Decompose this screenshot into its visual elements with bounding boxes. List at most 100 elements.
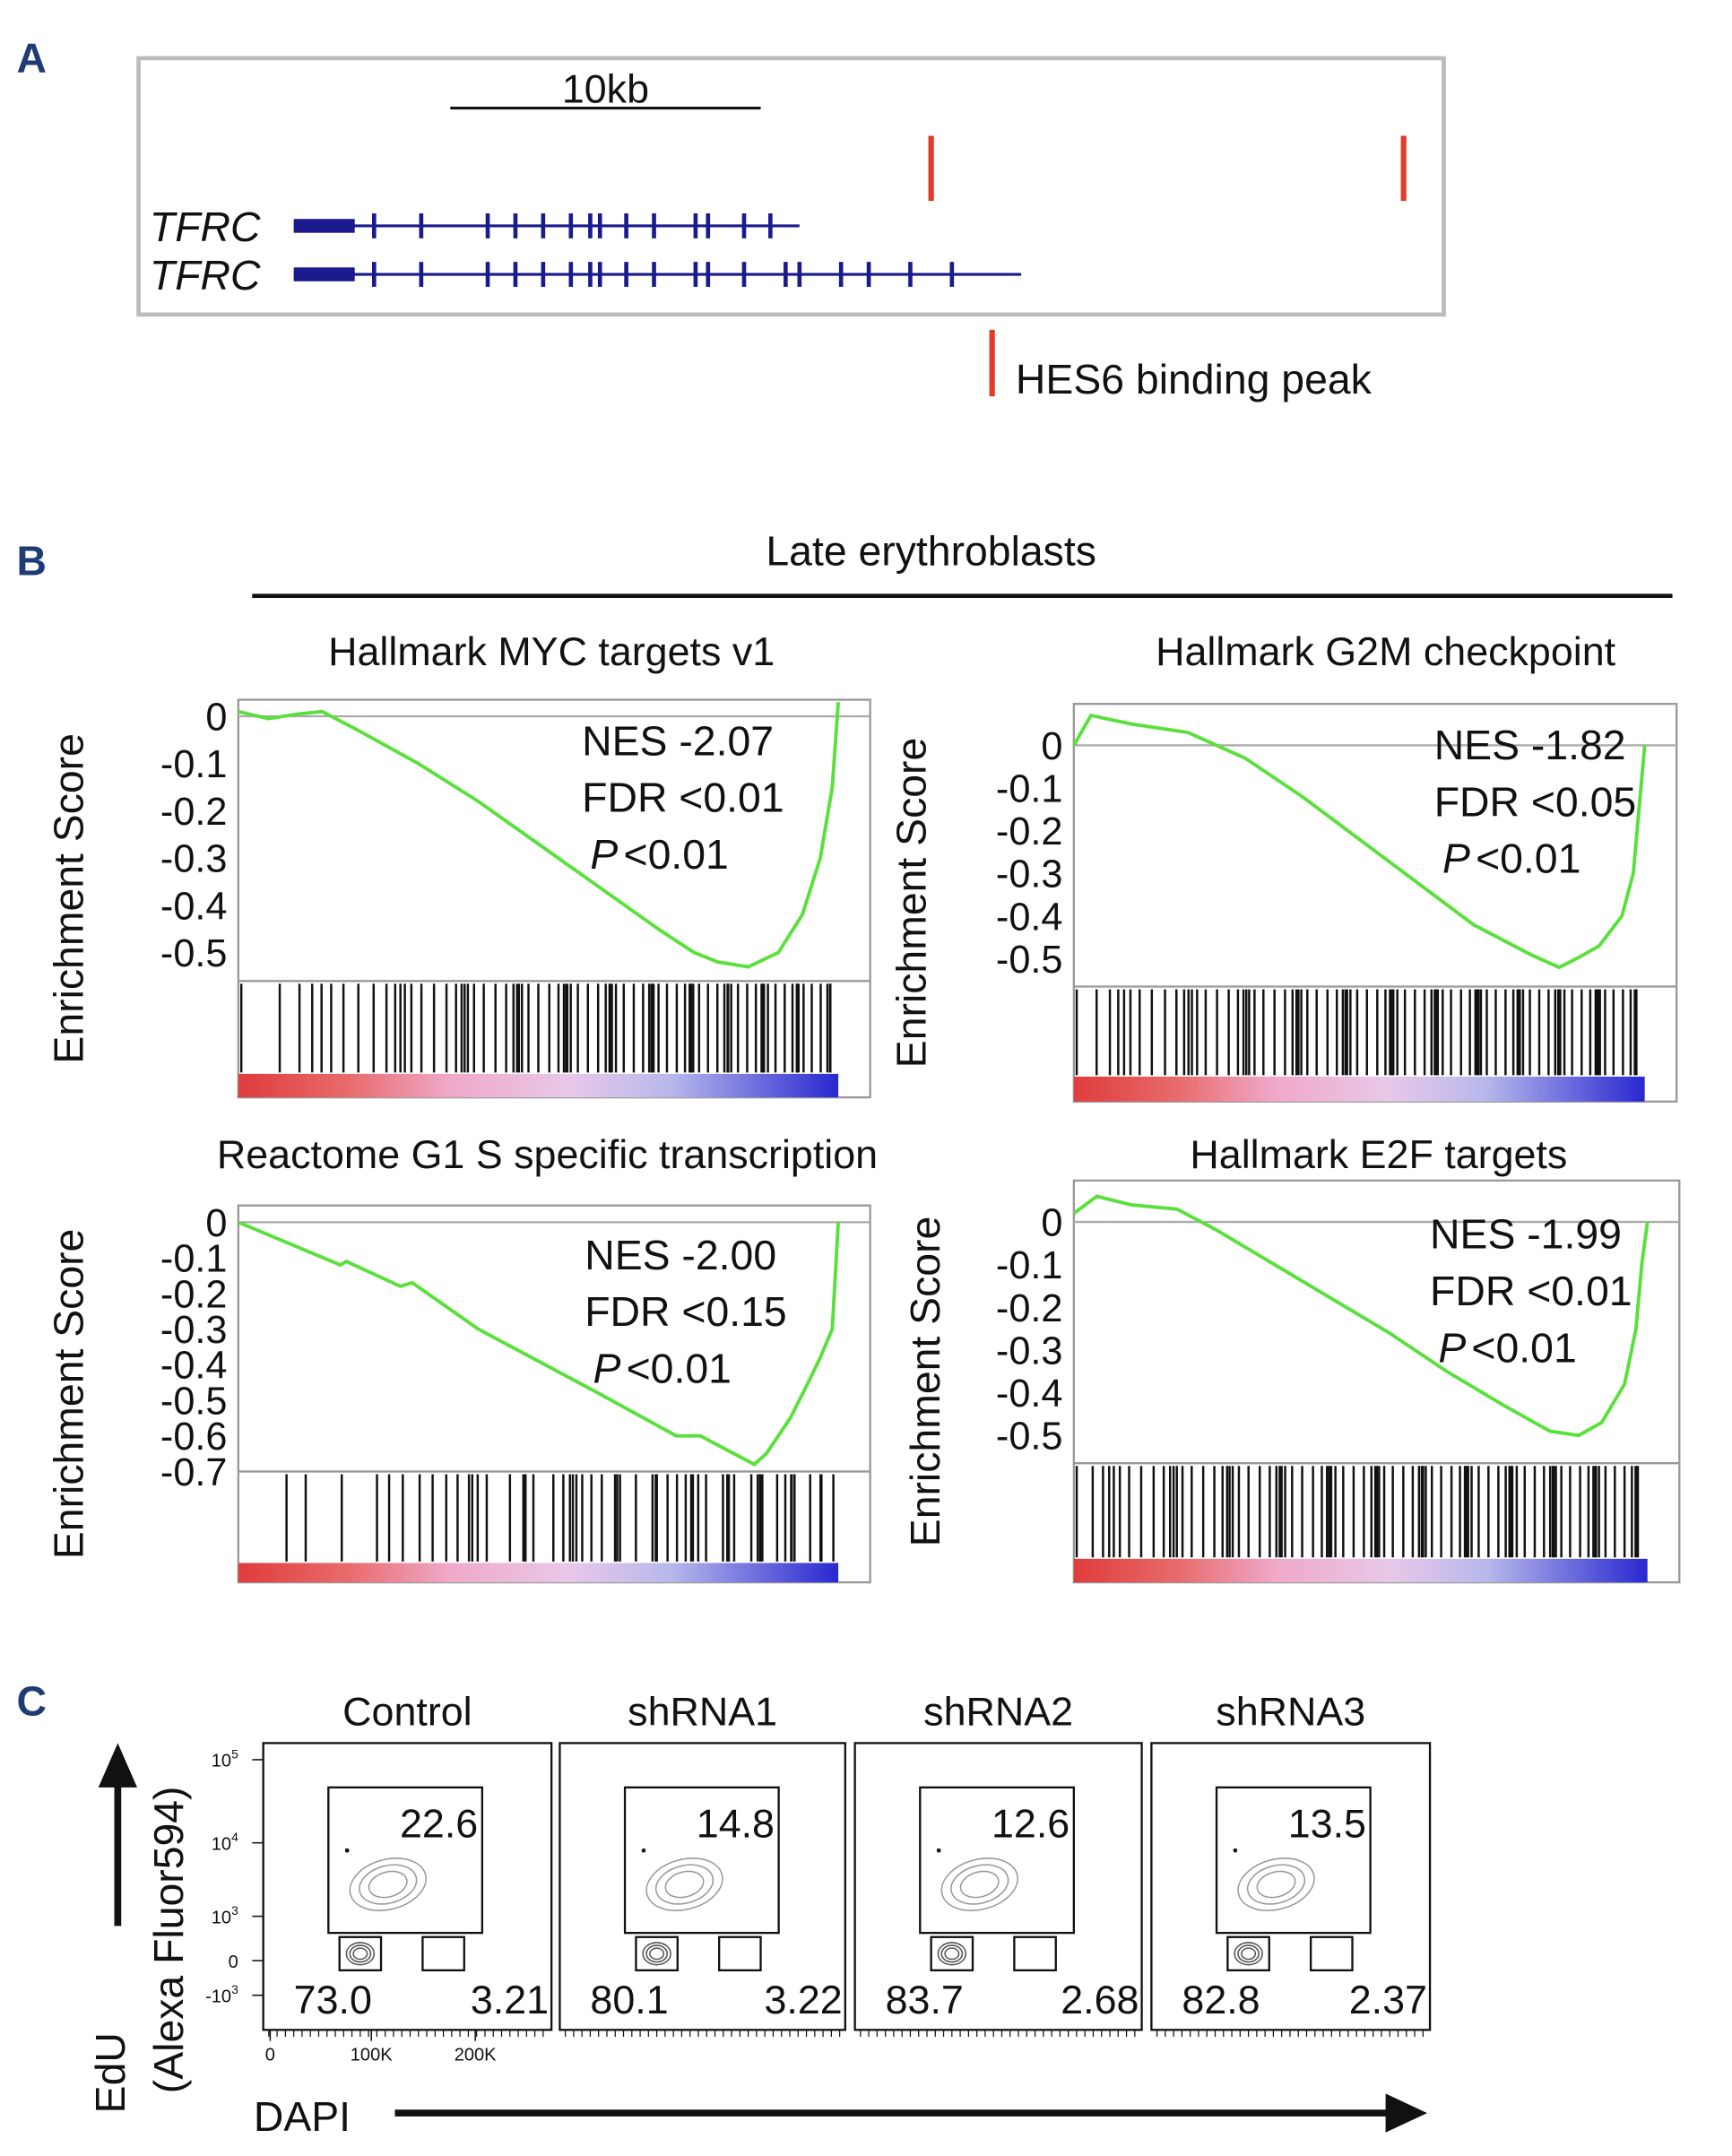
y-tick-label: -0.5: [996, 939, 1063, 982]
browser-box: [136, 56, 1446, 317]
gate-value: 73.0: [294, 1978, 372, 2022]
y-tick-label: 0: [1041, 1202, 1062, 1245]
contour: [959, 1870, 1000, 1899]
x-arrowhead: [1385, 2093, 1427, 2133]
legend-label: HES6 binding peak: [1016, 356, 1373, 403]
gate-value: 82.8: [1182, 1978, 1260, 2022]
fdr: FDR <0.01: [1430, 1268, 1632, 1314]
y-tick-label: -0.1: [160, 1238, 228, 1281]
tick-exp: 4: [231, 1830, 238, 1844]
enrichment-curve: [238, 702, 841, 969]
contour: [645, 1857, 723, 1911]
nes: NES -1.99: [1430, 1211, 1622, 1258]
enrichment-curve: [1072, 1194, 1650, 1438]
event: [937, 1849, 940, 1852]
contour: [345, 1942, 376, 1966]
y-tick-label: -0.3: [160, 1309, 228, 1352]
p-symbol: P: [1442, 836, 1470, 882]
y-arrowhead: [98, 1743, 138, 1788]
rank-bar: [238, 1563, 839, 1583]
contour: [649, 1947, 665, 1961]
plot-frame: [262, 1742, 553, 2031]
y-tick-label: -0.3: [160, 838, 228, 881]
gate: [1226, 1935, 1270, 1972]
panel-label: A: [17, 34, 47, 81]
sample-name: Control: [342, 1689, 472, 1734]
contour: [349, 1944, 372, 1963]
tick-base: 10: [212, 1834, 231, 1854]
y-tick-label: -103: [205, 1982, 238, 2006]
contour: [645, 1944, 668, 1963]
p-value: P <0.01: [593, 1346, 732, 1392]
y-tick-label: -0.7: [160, 1451, 228, 1494]
x-tick-label: 100K: [351, 2045, 393, 2065]
p-value: P <0.01: [1438, 1324, 1576, 1371]
contour: [359, 1864, 418, 1905]
fdr: FDR <0.15: [585, 1288, 786, 1335]
y-tick-label: 0: [229, 1953, 238, 1972]
contour: [1246, 1864, 1306, 1905]
gate-value: 83.7: [886, 1978, 964, 2022]
gate-value: 22.6: [400, 1801, 478, 1846]
contour: [368, 1870, 408, 1899]
p-symbol: P: [590, 831, 618, 878]
y-tick-label: -0.1: [996, 1244, 1063, 1287]
gate-value: 2.68: [1061, 1978, 1139, 2022]
nes: NES -2.00: [585, 1232, 776, 1278]
y-tick-label: -0.1: [996, 767, 1063, 810]
p-number: <0.01: [627, 1346, 732, 1392]
y-tick-label: -0.4: [160, 1345, 228, 1388]
header: Late erythroblasts: [766, 528, 1095, 575]
panel-label: B: [17, 537, 47, 584]
y-tick-label: 104: [212, 1830, 238, 1854]
contour: [664, 1870, 705, 1899]
event: [643, 1849, 646, 1852]
track-label: TFRC: [150, 252, 261, 299]
tick-exp: 3: [231, 1903, 238, 1918]
x-tick-label: 200K: [455, 2045, 497, 2065]
contour: [937, 1942, 967, 1966]
y-tick-label: -0.4: [996, 896, 1063, 939]
gate: [718, 1935, 762, 1972]
rank-bar: [238, 1073, 839, 1098]
sample-name: shRNA1: [628, 1689, 777, 1734]
gate-value: 13.5: [1288, 1801, 1366, 1846]
contour: [654, 1864, 714, 1905]
y-tick-label: 103: [212, 1903, 238, 1927]
p-number: <0.01: [1476, 836, 1580, 882]
panel-label: C: [17, 1677, 47, 1724]
gate: [1215, 1786, 1372, 1935]
sample-name: shRNA3: [1216, 1689, 1365, 1734]
y-tick-label: -0.5: [996, 1416, 1063, 1459]
contour: [1237, 1944, 1260, 1963]
gate: [1013, 1935, 1057, 1972]
y-tick-label: -0.5: [160, 932, 228, 975]
p-value: P <0.01: [1442, 836, 1580, 882]
event: [1234, 1849, 1237, 1852]
y-axis-label: Enrichment Score: [46, 733, 92, 1063]
gate-value: 80.1: [590, 1978, 668, 2022]
y-tick-label: 0: [205, 696, 227, 739]
gate: [623, 1786, 780, 1935]
tick-exp: 3: [231, 1982, 238, 1996]
contour: [950, 1864, 1009, 1905]
plot-frame: [559, 1742, 846, 2031]
x-tick-label: 0: [265, 2045, 275, 2065]
y-axis-label: Enrichment Score: [902, 1217, 948, 1546]
contour: [349, 1857, 427, 1911]
y-tick-label: 0: [1041, 725, 1062, 768]
p-symbol: P: [593, 1346, 621, 1392]
plot-title: Hallmark G2M checkpoint: [1156, 629, 1616, 674]
gate: [1309, 1935, 1354, 1972]
y-axis-label: EdU: [87, 2032, 134, 2113]
y-tick-label: -0.3: [996, 853, 1063, 896]
y-axis-label: Enrichment Score: [46, 1229, 92, 1559]
contour: [642, 1942, 671, 1966]
gate: [421, 1935, 465, 1972]
y-tick-label: -0.2: [160, 791, 228, 834]
event: [345, 1849, 349, 1853]
enrichment-curve: [238, 1220, 841, 1467]
track-label: TFRC: [150, 203, 261, 250]
contour: [944, 1947, 960, 1961]
